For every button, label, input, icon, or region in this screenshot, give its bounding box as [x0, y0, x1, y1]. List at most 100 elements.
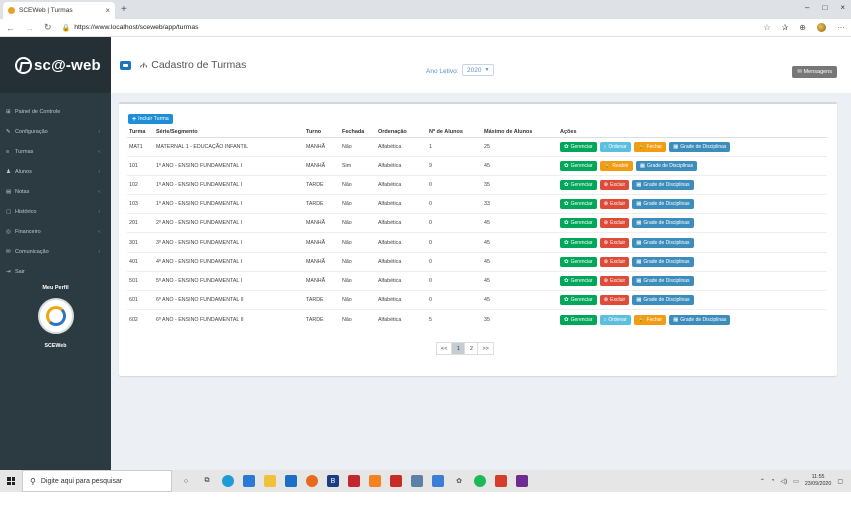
excluir-button[interactable]: ⊗ Excluir [599, 218, 630, 229]
gerenciar-button[interactable]: ✿ Gerenciar [560, 218, 597, 229]
bing-icon[interactable]: B [327, 475, 339, 487]
sidebar-item-financeiro[interactable]: ◎ Financeiro ‹ [0, 222, 111, 242]
grade-de-disciplinas-button[interactable]: ▦ Grade de Disciplinas [635, 160, 698, 171]
grade-de-disciplinas-button[interactable]: ▦ Grade de Disciplinas [632, 295, 694, 306]
firefox-icon[interactable] [306, 475, 318, 487]
sidebar-item-turmas[interactable]: ≡ Turmas ‹ [0, 142, 111, 162]
sidebar-item-historico[interactable]: ▢ Histórico ‹ [0, 202, 111, 222]
column-header[interactable]: Turno [304, 128, 340, 138]
forward-arrow-icon[interactable]: → [25, 22, 34, 33]
sidebar-item-comunicacao[interactable]: ✉ Comunicação ‹ [0, 242, 111, 262]
column-header[interactable]: Nº de Alunos [427, 128, 482, 138]
xampp-icon[interactable] [369, 475, 381, 487]
store-icon[interactable] [285, 475, 297, 487]
column-header[interactable]: Máximo de Alunos [482, 128, 558, 138]
back-arrow-icon[interactable]: ← [6, 22, 15, 33]
sidebar-item-painel[interactable]: ⊞ Painel de Controle [0, 102, 111, 122]
url-field[interactable]: 🔒 https://www.localhost/sceweb/app/turma… [62, 21, 764, 34]
collections-icon[interactable]: ⊕ [799, 23, 806, 32]
gerenciar-button[interactable]: ✿ Gerenciar [560, 141, 597, 152]
gerenciar-button[interactable]: ✿ Gerenciar [560, 314, 597, 325]
excluir-button[interactable]: ⊗ Excluir [599, 179, 630, 190]
mail-app-icon[interactable] [243, 475, 255, 487]
gerenciar-button[interactable]: ✿ Gerenciar [560, 199, 597, 210]
excluir-button[interactable]: ⊗ Excluir [599, 295, 630, 306]
messages-button[interactable]: ✉ Mensagens [792, 66, 837, 78]
vscode-icon[interactable] [432, 475, 444, 487]
sidebar-item-notas[interactable]: ▤ Notas ‹ [0, 182, 111, 202]
sidebar-item-sair[interactable]: ⇥ Sair [0, 262, 111, 282]
close-window-button[interactable]: × [840, 3, 845, 12]
avatar[interactable] [37, 298, 74, 334]
ordenar-button[interactable]: ↕ Ordenar [599, 141, 631, 152]
browser-tab[interactable]: SCEWeb | Turmas × [3, 2, 115, 19]
grade-de-disciplinas-button[interactable]: ▦ Grade de Disciplinas [632, 179, 694, 190]
filezilla-red-icon[interactable] [390, 475, 402, 487]
reabrir-button[interactable]: 🔓 Reabrir [599, 160, 633, 171]
spotify-icon[interactable] [474, 475, 486, 487]
favorites-bar-icon[interactable]: ✰ [781, 23, 789, 32]
filezilla-icon[interactable] [348, 475, 360, 487]
gerenciar-button[interactable]: ✿ Gerenciar [560, 256, 597, 267]
taskbar-search-input[interactable]: ⚲ Digite aqui para pesquisar [22, 470, 172, 492]
cortana-icon[interactable]: ○ [183, 477, 189, 485]
notepad-icon[interactable] [411, 475, 423, 487]
gerenciar-button[interactable]: ✿ Gerenciar [560, 237, 597, 248]
fechar-button[interactable]: 🔒 Fechar [633, 141, 667, 152]
page-last-button[interactable]: >> [477, 342, 494, 355]
excluir-button[interactable]: ⊗ Excluir [599, 199, 630, 210]
grade-de-disciplinas-button[interactable]: ▦ Grade de Disciplinas [632, 199, 694, 210]
sidebar-item-alunos[interactable]: ♟ Alunos ‹ [0, 162, 111, 182]
maximize-button[interactable]: □ [822, 3, 828, 12]
battery-icon[interactable]: ▭ [793, 478, 799, 485]
volume-icon[interactable]: ◁) [780, 478, 788, 485]
gerenciar-button[interactable]: ✿ Gerenciar [560, 160, 597, 171]
grade-de-disciplinas-button[interactable]: ▦ Grade de Disciplinas [669, 141, 731, 152]
gerenciar-button[interactable]: ✿ Gerenciar [560, 275, 597, 286]
refresh-icon[interactable]: ↻ [44, 22, 52, 32]
ordenar-button[interactable]: ↕ Ordenar [599, 314, 631, 325]
page-2-button[interactable]: 2 [464, 342, 479, 355]
clock[interactable]: 11:55 23/09/2020 [805, 474, 832, 488]
fechar-button[interactable]: 🔒 Fechar [633, 314, 667, 325]
page-first-button[interactable]: << [436, 342, 453, 355]
tab-close-icon[interactable]: × [105, 6, 110, 15]
brand-logo[interactable]: sc@-web [0, 37, 111, 93]
excluir-button[interactable]: ⊗ Excluir [599, 256, 630, 267]
profile-avatar-icon[interactable] [817, 23, 826, 32]
excluir-button[interactable]: ⊗ Excluir [599, 237, 630, 248]
cell-turno: TARDE [304, 289, 340, 310]
settings-icon[interactable]: ✿ [456, 478, 462, 485]
grade-de-disciplinas-button[interactable]: ▦ Grade de Disciplinas [669, 314, 731, 325]
grade-de-disciplinas-button[interactable]: ▦ Grade de Disciplinas [632, 237, 694, 248]
page-1-button[interactable]: 1 [451, 342, 466, 355]
grade-de-disciplinas-button[interactable]: ▦ Grade de Disciplinas [632, 275, 694, 286]
action-label: Reabrir [612, 162, 629, 169]
tray-chevron-icon[interactable]: ⌃ [759, 478, 765, 485]
start-button[interactable] [0, 470, 22, 492]
more-menu-icon[interactable]: ··· [837, 23, 845, 32]
sidebar-item-configuracao[interactable]: ✎ Configuração ‹ [0, 122, 111, 142]
office-icon[interactable] [495, 475, 507, 487]
column-header[interactable]: Série/Segmento [154, 128, 304, 138]
column-header[interactable]: Ordenação [376, 128, 427, 138]
edge-browser-icon[interactable] [222, 475, 234, 487]
add-turma-button[interactable]: + Incluir Turma [128, 114, 173, 124]
favorite-star-icon[interactable]: ☆ [763, 23, 771, 32]
file-explorer-icon[interactable] [264, 475, 276, 487]
column-header[interactable]: Fechada [340, 128, 376, 138]
column-header[interactable]: Turma [127, 128, 154, 138]
gerenciar-button[interactable]: ✿ Gerenciar [560, 179, 597, 190]
year-select[interactable]: 2020 ▼ [462, 64, 494, 76]
minimize-button[interactable]: – [805, 3, 810, 12]
grade-de-disciplinas-button[interactable]: ▦ Grade de Disciplinas [632, 218, 694, 229]
task-view-icon[interactable]: ⧉ [204, 477, 210, 484]
network-icon[interactable]: ◔ [770, 478, 775, 484]
excluir-button[interactable]: ⊗ Excluir [599, 275, 630, 286]
notifications-icon[interactable]: ▢ [837, 478, 843, 485]
gerenciar-button[interactable]: ✿ Gerenciar [560, 295, 597, 306]
onenote-icon[interactable] [516, 475, 528, 487]
new-tab-button[interactable]: + [121, 4, 127, 15]
grade-de-disciplinas-button[interactable]: ▦ Grade de Disciplinas [632, 256, 694, 267]
sidebar-toggle-button[interactable] [120, 60, 131, 70]
